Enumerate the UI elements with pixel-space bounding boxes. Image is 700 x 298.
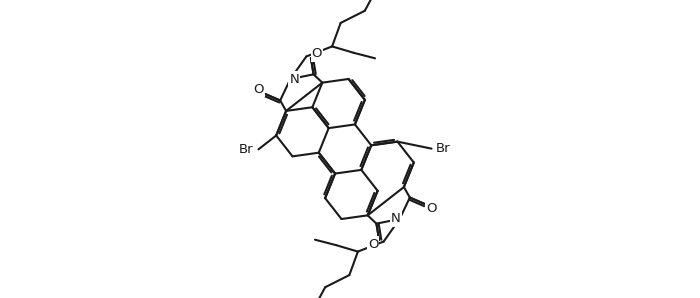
Text: O: O xyxy=(426,202,436,215)
Text: Br: Br xyxy=(436,142,451,155)
Text: Br: Br xyxy=(239,143,254,156)
Text: N: N xyxy=(290,72,299,86)
Text: N: N xyxy=(391,212,400,226)
Text: O: O xyxy=(312,47,322,60)
Text: O: O xyxy=(368,238,379,251)
Text: O: O xyxy=(253,83,264,96)
